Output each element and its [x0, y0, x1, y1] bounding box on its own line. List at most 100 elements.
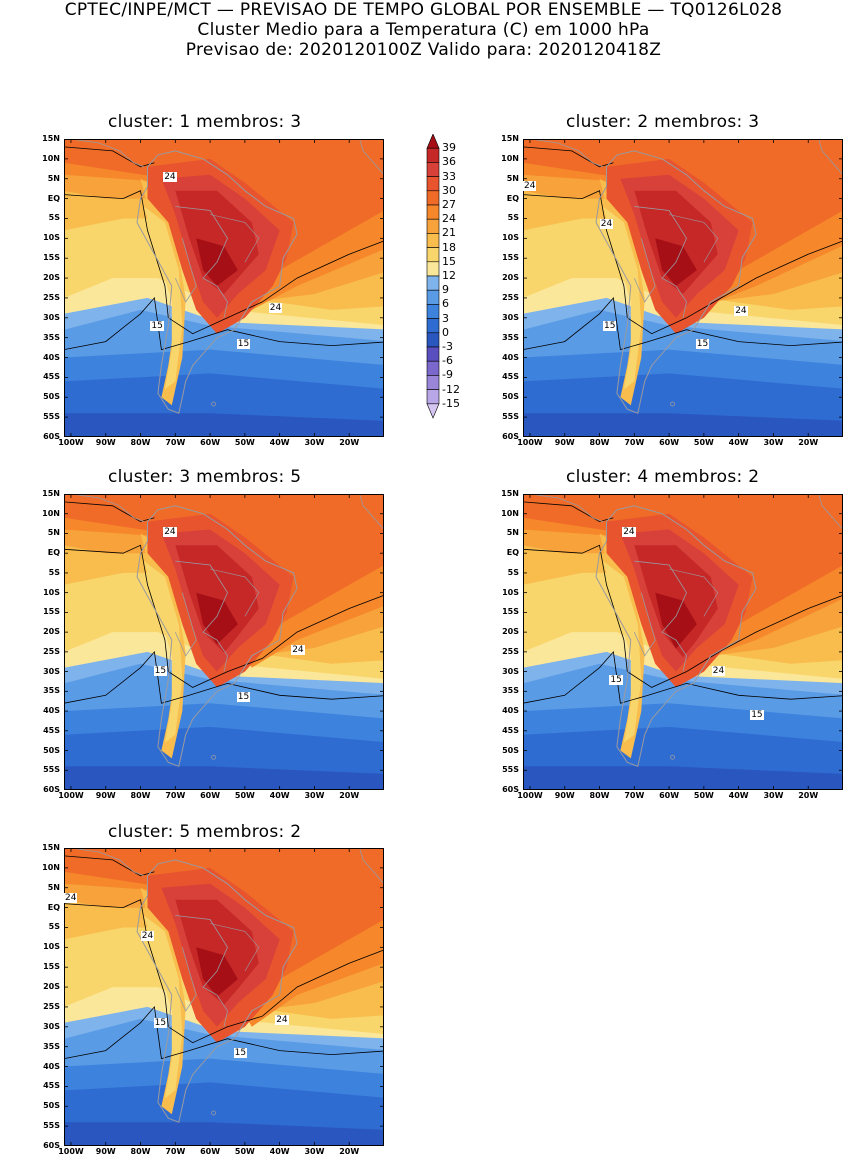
lat-tick-label: 60S: [502, 432, 519, 441]
lat-tick-label: 40S: [502, 706, 519, 716]
colorbar-swatches: [426, 133, 440, 419]
lat-tick-label: 60S: [43, 432, 60, 441]
contour-label: 24: [163, 526, 177, 537]
lon-tick-label: 100W: [517, 791, 543, 800]
lon-tick-label: 70W: [624, 438, 645, 447]
colorbar-level-label: 15: [442, 254, 456, 268]
lon-tick-label: 70W: [624, 791, 645, 800]
colorbar-level-label: -9: [442, 368, 453, 382]
lat-tick-label: 5S: [507, 567, 519, 577]
colorbar-level-label: 36: [442, 155, 456, 169]
lat-tick-label: 20S: [502, 627, 519, 637]
panel-title: cluster: 1 membros: 3: [108, 112, 302, 132]
colorbar-level-label: 0: [442, 325, 449, 339]
colorbar-level-label: -6: [442, 354, 453, 368]
lat-tick-label: EQ: [506, 193, 519, 203]
lon-tick-label: 60W: [659, 438, 680, 447]
lat-tick-label: 40S: [43, 352, 60, 362]
lon-tick-label: 30W: [763, 791, 784, 800]
lat-tick-label: 45S: [43, 725, 60, 735]
lat-tick-label: 20S: [43, 627, 60, 637]
lon-tick-label: 70W: [165, 791, 186, 800]
lon-tick-label: 90W: [554, 791, 575, 800]
lon-tick-label: 90W: [95, 438, 116, 447]
lat-tick-label: 25S: [43, 292, 60, 302]
temperature-map: [523, 494, 843, 790]
lat-tick-label: 15S: [502, 253, 519, 263]
lat-tick-label: 40S: [43, 1061, 60, 1071]
lat-tick-label: 10S: [43, 233, 60, 243]
lat-tick-label: 55S: [502, 412, 519, 422]
lat-tick-label: 15N: [501, 134, 519, 143]
lon-tick-label: 90W: [95, 791, 116, 800]
colorbar-level-label: 3: [442, 311, 449, 325]
lat-tick-label: 5S: [507, 213, 519, 223]
lat-tick-label: 15S: [43, 962, 60, 972]
lat-tick-label: EQ: [47, 548, 60, 558]
contour-label: 15: [236, 338, 251, 349]
lon-tick-label: 30W: [304, 1147, 325, 1156]
lat-tick-label: 45S: [502, 725, 519, 735]
contour-label: 15: [153, 665, 168, 676]
lat-tick-label: 35S: [43, 332, 60, 342]
contour-label: 24: [291, 644, 305, 655]
lon-tick-label: 50W: [234, 1147, 255, 1156]
lat-tick-label: 20S: [43, 273, 60, 283]
colorbar-level-label: -3: [442, 340, 453, 353]
lon-tick-label: 80W: [130, 1147, 151, 1156]
colorbar-level-label: 39: [442, 141, 456, 155]
lon-tick-label: 60W: [200, 1147, 221, 1156]
temperature-map: [523, 139, 843, 437]
lat-tick-label: 10N: [501, 153, 519, 163]
lon-tick-label: 20W: [339, 791, 360, 800]
contour-label: 15: [695, 338, 710, 349]
lat-tick-label: 10N: [501, 508, 519, 518]
colorbar-level-label: 12: [442, 269, 456, 282]
colorbar-level-label: 21: [442, 226, 456, 240]
panel-title: cluster: 5 membros: 2: [108, 822, 302, 842]
colorbar-level-label: 27: [442, 198, 456, 211]
lat-tick-label: EQ: [47, 902, 60, 912]
lon-tick-label: 80W: [589, 438, 610, 447]
lat-tick-label: 5N: [506, 173, 519, 183]
lat-tick-label: 55S: [43, 1121, 60, 1131]
lat-tick-label: 40S: [502, 352, 519, 362]
temperature-map: [64, 848, 384, 1146]
lon-tick-label: 30W: [763, 438, 784, 447]
lon-tick-label: 60W: [200, 791, 221, 800]
lat-tick-label: 25S: [502, 292, 519, 302]
lon-tick-label: 70W: [165, 1147, 186, 1156]
colorbar-level-label: 30: [442, 183, 456, 197]
lon-tick-label: 100W: [58, 791, 84, 800]
lat-tick-label: 55S: [43, 765, 60, 775]
lon-tick-label: 80W: [589, 791, 610, 800]
lon-tick-label: 100W: [58, 1147, 84, 1156]
lat-tick-label: 25S: [502, 646, 519, 656]
lat-tick-label: 60S: [502, 785, 519, 794]
lat-tick-label: 10S: [502, 587, 519, 597]
colorbar-level-label: 24: [442, 212, 456, 226]
contour-label: 24: [523, 180, 537, 191]
lon-tick-label: 80W: [130, 438, 151, 447]
lat-tick-label: 10N: [42, 508, 60, 518]
lat-tick-label: 5S: [48, 922, 60, 932]
colorbar: 39 36 33 30 27 24 21 18 15 12 9 6 3 0 -3 -6 -9 -12 -15: [426, 133, 460, 424]
lon-tick-label: 20W: [339, 1147, 360, 1156]
contour-label: 24: [64, 892, 78, 903]
contour-label: 24: [622, 526, 636, 537]
lat-tick-label: 5N: [506, 528, 519, 538]
lat-tick-label: 25S: [43, 1001, 60, 1011]
contour-label: 24: [734, 305, 748, 316]
lon-tick-label: 90W: [95, 1147, 116, 1156]
panel-title: cluster: 2 membros: 3: [566, 112, 760, 132]
lat-tick-label: 30S: [43, 666, 60, 676]
lon-tick-label: 20W: [798, 791, 819, 800]
lat-tick-label: 20S: [502, 273, 519, 283]
lat-tick-label: 5N: [47, 528, 60, 538]
lon-tick-label: 40W: [269, 791, 290, 800]
lat-tick-label: 15N: [42, 489, 60, 498]
contour-label: 24: [140, 931, 155, 942]
lat-tick-label: 15S: [502, 607, 519, 617]
lat-tick-label: 5S: [48, 567, 60, 577]
lat-tick-label: 45S: [43, 1081, 60, 1091]
